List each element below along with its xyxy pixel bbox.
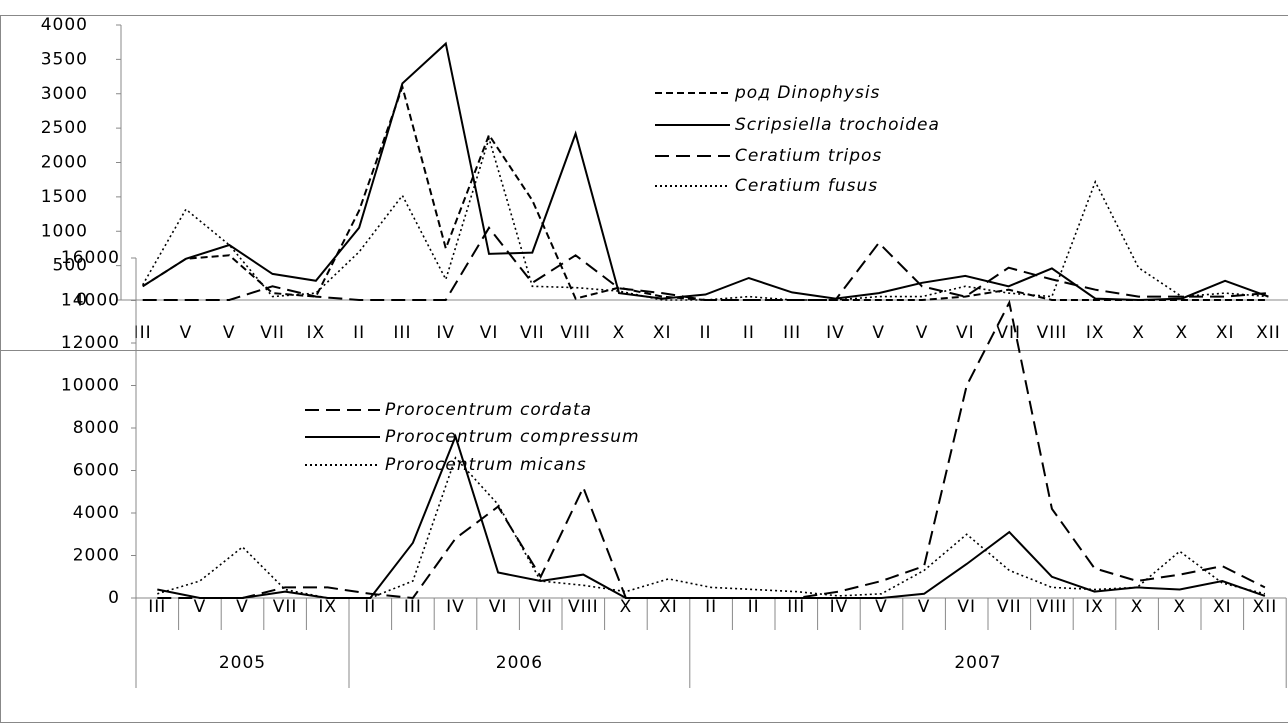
x-tick-label: V — [180, 323, 193, 343]
legend-label: Scripsiella trochoidea — [735, 115, 940, 135]
x-tick-label: III — [404, 597, 422, 617]
series-line — [157, 299, 1266, 600]
y-tick-label: 6000 — [73, 461, 120, 481]
x-tick-label: XII — [1253, 597, 1278, 617]
x-tick-label: II — [353, 323, 365, 343]
y-tick-label: 2000 — [41, 153, 88, 173]
x-tick-label: IV — [830, 597, 849, 617]
y-tick-label: 0 — [76, 290, 88, 310]
x-tick-label: VI — [480, 323, 499, 343]
x-tick-label: V — [916, 323, 929, 343]
year-label: 2006 — [496, 653, 543, 673]
x-tick-label: XI — [1216, 323, 1235, 343]
x-tick-label: VIII — [1037, 323, 1068, 343]
x-tick-label: III — [134, 323, 152, 343]
y-tick-label: 14000 — [61, 291, 120, 311]
series-line — [142, 135, 1269, 301]
x-tick-label: X — [613, 323, 626, 343]
x-tick-label: V — [194, 597, 207, 617]
x-tick-label: X — [620, 597, 633, 617]
x-tick-label: II — [743, 323, 755, 343]
series-line — [157, 433, 1266, 599]
legend-label: Ceratium tripos — [735, 146, 882, 166]
year-label: 2005 — [219, 653, 266, 673]
x-tick-label: V — [872, 323, 885, 343]
y-tick-label: 3000 — [41, 84, 88, 104]
x-tick-label: X — [1132, 323, 1145, 343]
x-tick-label: X — [1173, 597, 1186, 617]
y-tick-label: 1500 — [41, 187, 88, 207]
y-tick-label: 0 — [108, 588, 120, 608]
year-label: 2007 — [954, 653, 1001, 673]
x-tick-label: V — [223, 323, 236, 343]
series-line — [142, 41, 1269, 302]
x-tick-label: VII — [260, 323, 285, 343]
series-line — [142, 226, 1269, 301]
x-tick-label: III — [787, 597, 805, 617]
legend-label: род Dinophysis — [734, 83, 880, 103]
y-tick-label: 2000 — [73, 546, 120, 566]
x-tick-label: VII — [520, 323, 545, 343]
y-tick-label: 1000 — [41, 221, 88, 241]
x-tick-label: XII — [1256, 323, 1281, 343]
y-tick-label: 8000 — [73, 418, 120, 438]
x-tick-label: VIII — [1037, 597, 1068, 617]
y-tick-label: 4000 — [41, 15, 88, 35]
y-tick-label: 16000 — [61, 248, 120, 268]
x-tick-label: VI — [957, 597, 976, 617]
y-tick-label: 10000 — [61, 376, 120, 396]
x-tick-label: VI — [489, 597, 508, 617]
x-tick-label: VII — [273, 597, 298, 617]
y-tick-label: 2500 — [41, 118, 88, 138]
x-tick-label: XI — [1213, 597, 1232, 617]
x-tick-label: IX — [307, 323, 326, 343]
x-tick-label: IV — [826, 323, 845, 343]
legend-label: Prorocentrum micans — [385, 455, 587, 475]
x-tick-label: XI — [653, 323, 672, 343]
x-tick-label: V — [918, 597, 931, 617]
x-tick-label: X — [1176, 323, 1189, 343]
legend-label: Prorocentrum cordata — [385, 400, 592, 420]
x-tick-label: IV — [436, 323, 455, 343]
x-tick-label: VIII — [568, 597, 599, 617]
x-tick-label: II — [748, 597, 760, 617]
x-tick-label: V — [236, 597, 249, 617]
legend-label: Ceratium fusus — [735, 176, 878, 196]
x-tick-label: VI — [956, 323, 975, 343]
x-tick-label: IV — [446, 597, 465, 617]
x-tick-label: VII — [997, 597, 1022, 617]
x-tick-label: IX — [318, 597, 337, 617]
x-tick-label: III — [148, 597, 166, 617]
series-line — [142, 83, 1269, 301]
x-tick-label: II — [700, 323, 712, 343]
x-tick-label: VIII — [560, 323, 591, 343]
x-tick-label: IX — [1086, 323, 1105, 343]
panel-border — [0, 350, 1288, 723]
x-tick-label: V — [875, 597, 888, 617]
y-tick-label: 4000 — [73, 503, 120, 523]
y-tick-label: 12000 — [61, 333, 120, 353]
legend-label: Prorocentrum compressum — [385, 427, 640, 447]
series-line — [157, 456, 1266, 599]
y-tick-label: 3500 — [41, 49, 88, 69]
x-tick-label: II — [364, 597, 376, 617]
x-tick-label: VII — [528, 597, 553, 617]
x-tick-label: IX — [1085, 597, 1104, 617]
x-tick-label: X — [1131, 597, 1144, 617]
x-tick-label: III — [783, 323, 801, 343]
x-tick-label: III — [393, 323, 411, 343]
y-tick-label: 500 — [53, 256, 88, 276]
x-tick-label: XI — [659, 597, 678, 617]
x-tick-label: II — [705, 597, 717, 617]
